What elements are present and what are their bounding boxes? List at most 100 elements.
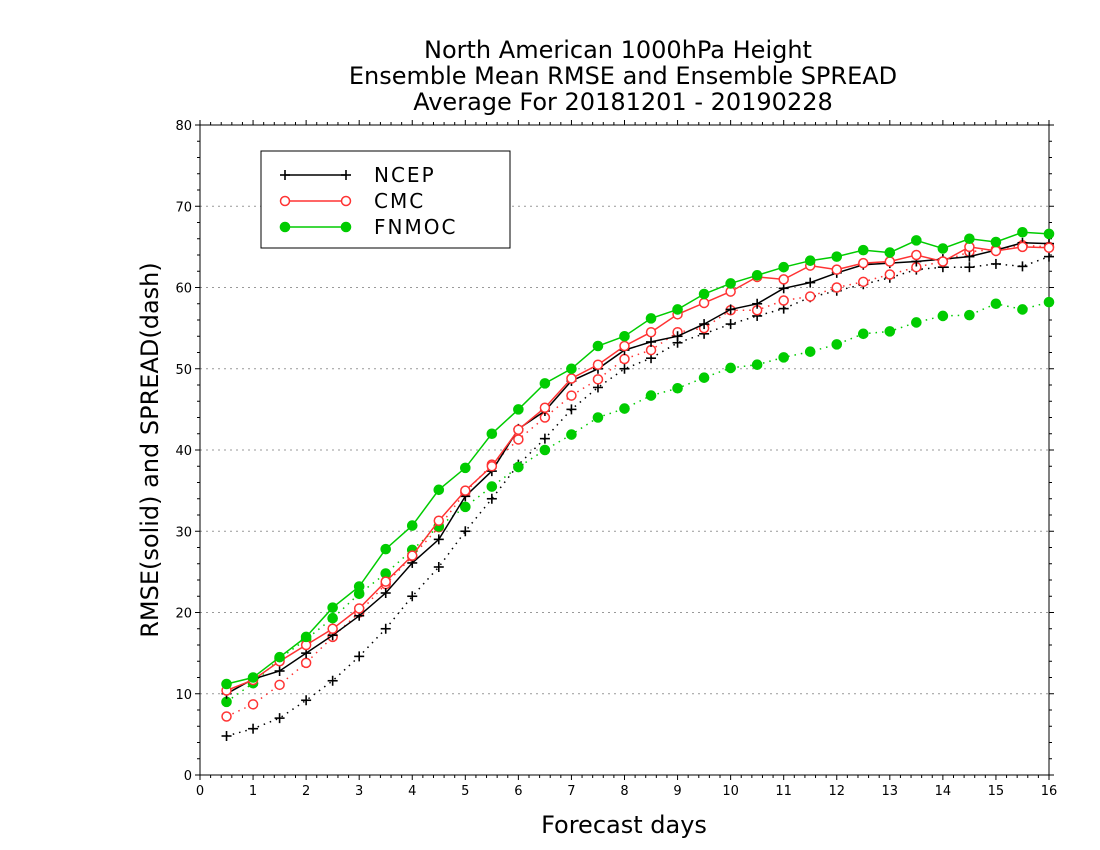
x-axis-label: Forecast days <box>541 811 707 839</box>
ncep-spread-point <box>248 723 259 734</box>
x-tick-label: 12 <box>828 784 845 799</box>
cmc-rmse-point <box>1043 242 1055 253</box>
fnmoc-spread-point <box>911 317 922 328</box>
fnmoc-rmse-point <box>486 428 498 440</box>
fnmoc-rmse-point <box>990 236 1002 248</box>
fnmoc-rmse-point <box>619 330 630 342</box>
cmc-rmse-point <box>990 245 1002 257</box>
legend-marker-cmc <box>279 195 291 207</box>
fnmoc-rmse-point <box>1043 228 1055 240</box>
cmc-rmse-point <box>460 485 471 496</box>
fnmoc-spread-point <box>990 298 1002 310</box>
cmc-rmse-point <box>327 623 338 634</box>
cmc-rmse-point <box>592 359 604 370</box>
fnmoc-rmse-point <box>645 313 657 324</box>
fnmoc-rmse-point <box>672 304 683 315</box>
x-tick-label: 16 <box>1041 784 1058 799</box>
x-tick-label: 8 <box>620 784 628 799</box>
cmc-rmse-point <box>407 550 418 561</box>
fnmoc-spread-point <box>672 382 683 394</box>
x-tick-label: 6 <box>514 784 522 799</box>
ncep-spread-point <box>433 562 444 572</box>
ncep-spread-point <box>539 433 550 444</box>
ncep-rmse-point <box>433 534 444 545</box>
fnmoc-spread-point <box>1043 296 1055 308</box>
cmc-spread-point <box>247 699 259 710</box>
y-tick-label: 70 <box>175 200 192 215</box>
y-tick-label: 10 <box>175 688 192 703</box>
cmc-rmse-point <box>380 576 391 587</box>
ncep-spread-point <box>1017 261 1028 272</box>
ncep-rmse-point <box>699 319 710 330</box>
legend-item-fnmoc: FNMOC <box>279 215 455 239</box>
ncep-spread-point <box>380 623 391 634</box>
legend-marker-ncep <box>280 170 290 180</box>
ncep-spread-point <box>619 363 630 374</box>
ncep-spread-point <box>566 404 577 415</box>
ncep-spread-point <box>1044 251 1054 262</box>
ncep-spread-point <box>486 493 497 504</box>
cmc-rmse-point <box>778 274 789 285</box>
ncep-spread-point <box>301 695 312 706</box>
legend-box <box>260 150 511 249</box>
cmc-spread-point <box>566 390 577 401</box>
ncep-rmse-series <box>221 237 1054 699</box>
x-tick-label: 14 <box>935 784 952 799</box>
cmc-rmse-point <box>566 373 577 384</box>
legend-label-ncep: NCEP <box>374 163 436 187</box>
cmc-rmse-series <box>221 241 1055 696</box>
x-tick-label: 4 <box>408 784 416 799</box>
cmc-rmse-point <box>831 264 842 275</box>
x-tick-label: 13 <box>882 784 899 799</box>
x-tick-label: 7 <box>567 784 575 799</box>
ncep-rmse-point <box>672 331 683 342</box>
cmc-rmse-point <box>645 326 657 338</box>
title-line-2: Ensemble Mean RMSE and Ensemble SPREAD <box>349 62 897 90</box>
y-tick-label: 30 <box>175 525 192 540</box>
ncep-rmse-point <box>778 283 789 294</box>
fnmoc-spread-point <box>327 612 338 624</box>
fnmoc-rmse-point <box>937 243 949 254</box>
fnmoc-rmse-series <box>221 226 1055 690</box>
fnmoc-rmse-point <box>433 484 445 496</box>
fnmoc-rmse-point <box>327 602 338 613</box>
x-tick-label: 1 <box>249 784 257 799</box>
cmc-rmse-point <box>539 402 551 413</box>
fnmoc-spread-point <box>1017 304 1028 315</box>
fnmoc-rmse-point <box>698 288 710 300</box>
cmc-spread-point <box>831 282 842 293</box>
cmc-spread-point <box>884 269 896 280</box>
fnmoc-spread-point <box>513 461 524 473</box>
y-tick-label: 80 <box>175 119 192 134</box>
ncep-rmse-point <box>274 666 285 676</box>
fnmoc-spread-point <box>486 481 498 492</box>
ncep-spread-point <box>725 319 736 330</box>
fnmoc-spread-point <box>725 362 736 374</box>
fnmoc-spread-point <box>964 309 975 321</box>
cmc-spread-point <box>804 291 816 302</box>
cmc-spread-point <box>592 374 604 385</box>
fnmoc-spread-point <box>751 359 763 370</box>
title-line-3: Average For 20181201 - 20190228 <box>413 88 833 116</box>
series-group <box>221 226 1055 741</box>
x-tick-label: 2 <box>302 784 310 799</box>
fnmoc-spread-point <box>698 372 710 383</box>
fnmoc-spread-line <box>226 301 1050 703</box>
cmc-rmse-point <box>619 340 630 352</box>
fnmoc-spread-point <box>645 390 657 401</box>
fnmoc-rmse-point <box>380 543 392 555</box>
legend-item-cmc: CMC <box>279 189 423 213</box>
legend-marker-cmc <box>340 195 352 207</box>
legend-marker-ncep <box>341 170 351 180</box>
ncep-spread-series <box>221 251 1054 741</box>
fnmoc-rmse-point <box>539 378 551 389</box>
ncep-rmse-point <box>646 336 657 347</box>
x-tick-label: 9 <box>673 784 681 799</box>
ncep-rmse-point <box>752 298 763 309</box>
cmc-rmse-point <box>433 515 445 526</box>
fnmoc-spread-point <box>460 501 471 513</box>
cmc-rmse-point <box>884 256 896 267</box>
ncep-spread-point <box>990 258 1001 269</box>
